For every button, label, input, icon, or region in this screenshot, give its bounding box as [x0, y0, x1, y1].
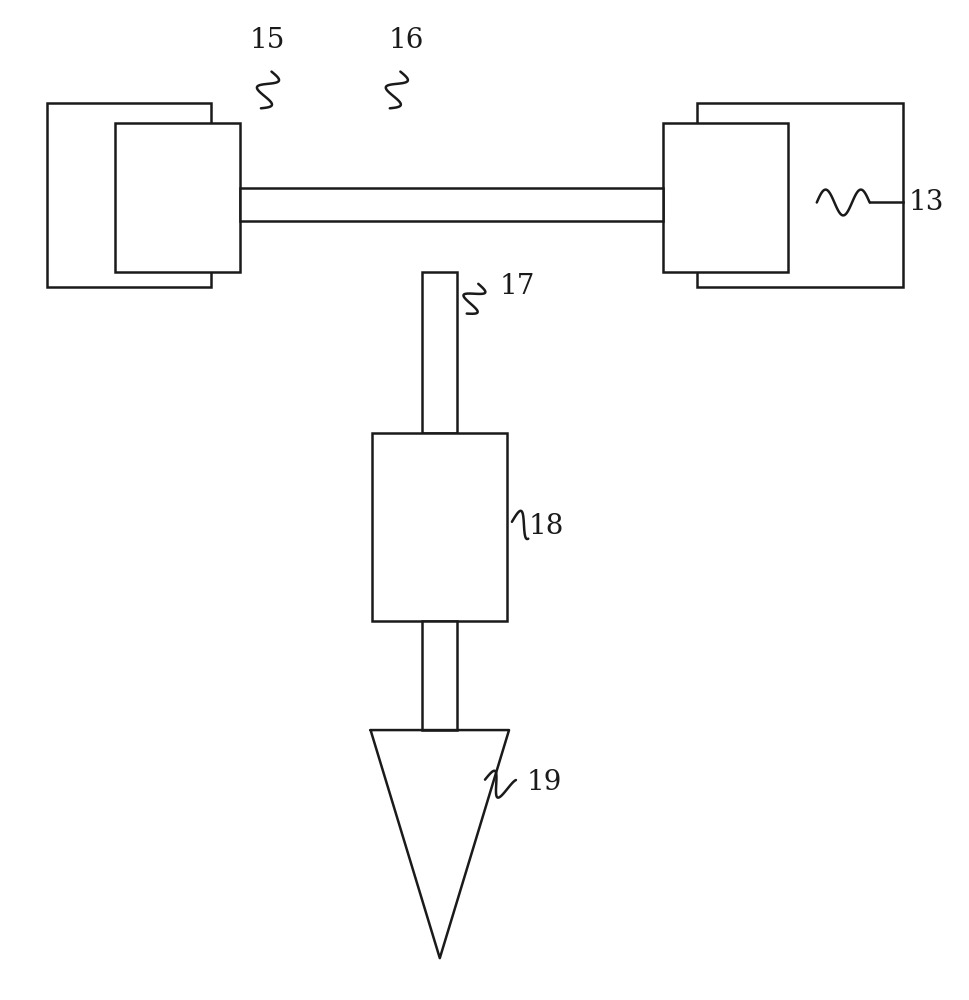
Bar	[662, 123, 787, 272]
Bar	[47, 103, 210, 287]
Text: 19: 19	[526, 769, 561, 796]
Bar	[696, 103, 902, 287]
Text: 13: 13	[907, 189, 943, 216]
Text: 17: 17	[499, 273, 534, 300]
Bar	[422, 621, 456, 730]
Text: 15: 15	[249, 27, 285, 54]
Bar	[114, 123, 239, 272]
Text: 16: 16	[389, 27, 423, 54]
Text: 18: 18	[528, 513, 563, 540]
Bar	[372, 433, 507, 621]
Bar	[422, 272, 456, 433]
Bar	[239, 188, 662, 221]
